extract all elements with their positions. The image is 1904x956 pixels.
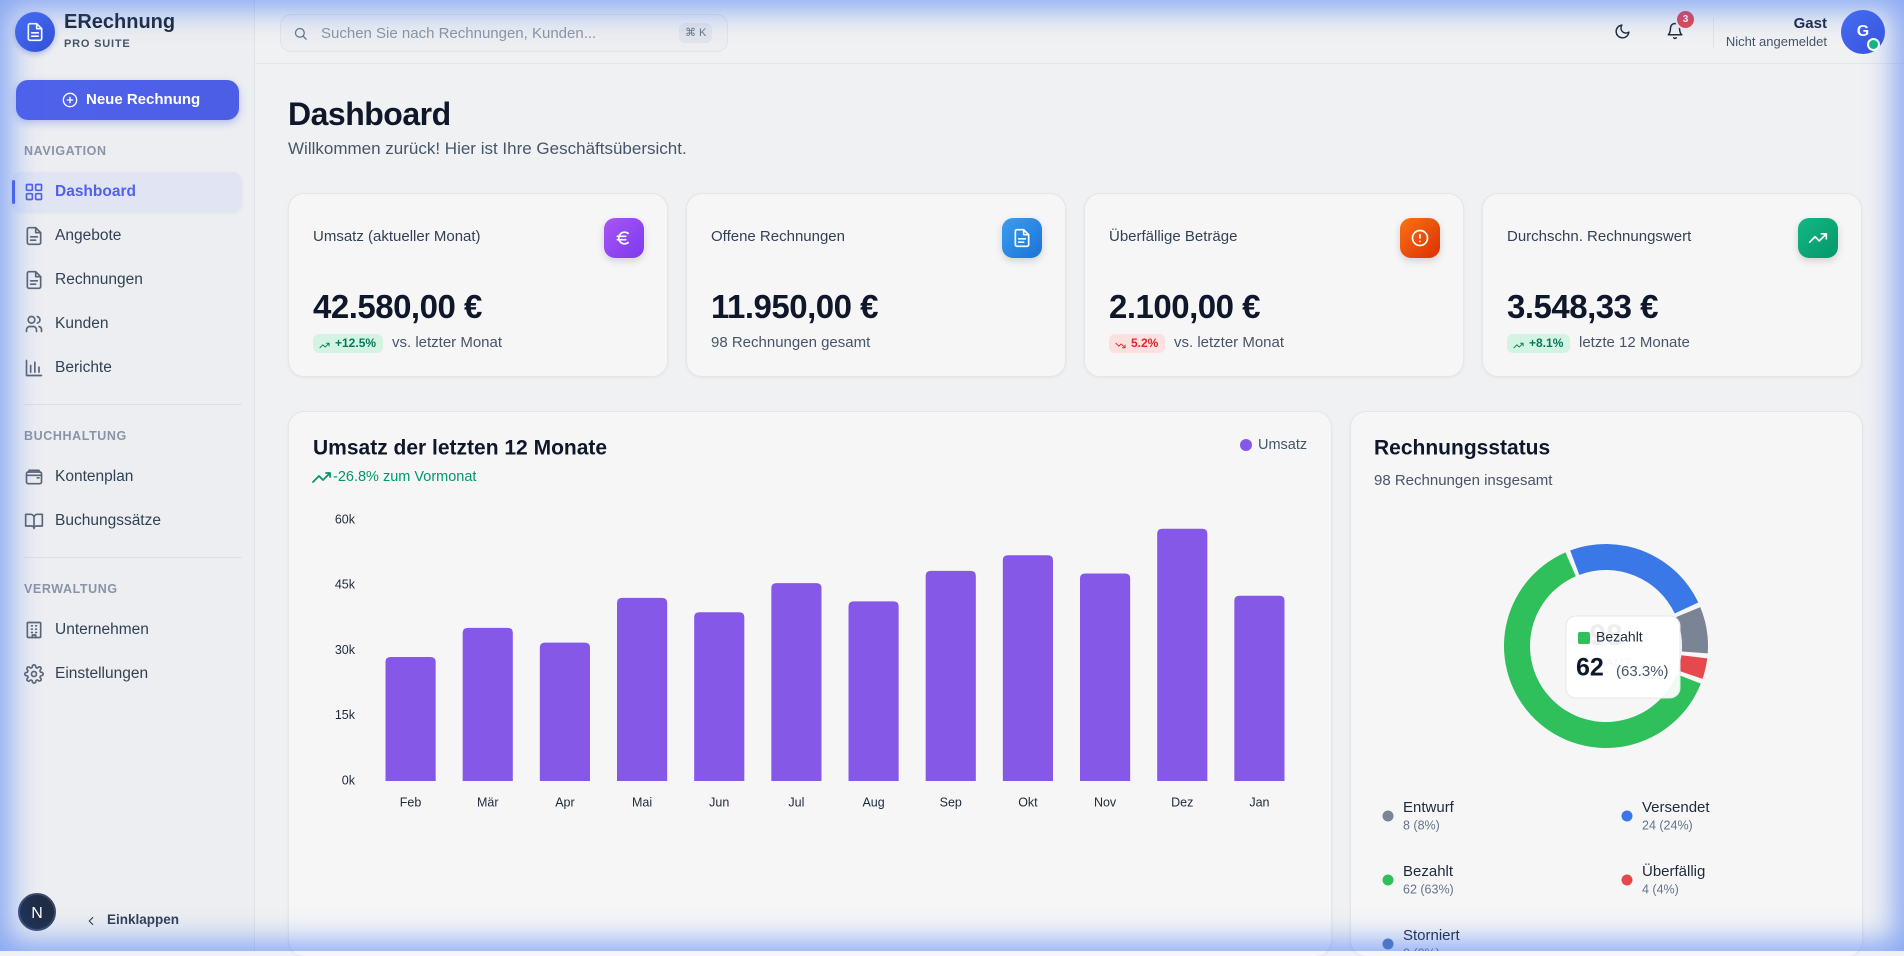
nav-icon <box>24 314 44 334</box>
kpi-note: vs. letzter Monat <box>1174 334 1285 351</box>
kpi-icon <box>604 218 644 258</box>
brand-sub: PRO SUITE <box>64 38 131 50</box>
nav-item[interactable]: Dashboard <box>55 183 136 200</box>
nav-section-title: VERWALTUNG <box>24 582 118 596</box>
page-title: Dashboard <box>288 96 451 132</box>
collapse-button[interactable]: Einklappen <box>107 912 180 927</box>
nav-item[interactable]: Unternehmen <box>55 621 149 638</box>
kpi-title: Umsatz (aktueller Monat) <box>313 228 481 245</box>
kpi-note: letzte 12 Monate <box>1579 334 1690 351</box>
shortcut-badge: ⌘ K <box>679 23 713 43</box>
nav-active-bar <box>12 180 15 204</box>
nav-icon <box>24 182 44 202</box>
kpi-icon-glyph <box>614 228 634 248</box>
nav-icon <box>24 620 44 640</box>
nav-item[interactable]: Berichte <box>55 359 112 376</box>
kpi-card: Offene Rechnungen 11.950,00 € 98 Rechnunge… <box>686 193 1066 377</box>
nav-section-title: BUCHHALTUNG <box>24 429 127 443</box>
pie-chart-card <box>1350 411 1863 956</box>
nav-item[interactable]: Rechnungen <box>55 271 143 288</box>
kpi-icon <box>1798 218 1838 258</box>
new-invoice-button[interactable]: Neue Rechnung <box>16 80 239 120</box>
kpi-card: Durchschn. Rechnungswert 3.548,33 € +8.1% l… <box>1482 193 1862 377</box>
plus-icon <box>62 92 78 108</box>
kpi-note: 98 Rechnungen gesamt <box>711 334 871 351</box>
divider <box>24 404 242 405</box>
user-status: Nicht angemeldet <box>1725 34 1827 49</box>
user-avatar-small: N <box>18 893 56 931</box>
nav-icon <box>24 226 44 246</box>
kpi-note: vs. letzter Monat <box>392 334 503 351</box>
kpi-title: Überfällige Beträge <box>1109 228 1238 245</box>
notification-badge: 3 <box>1677 11 1694 28</box>
trend-icon <box>319 338 330 349</box>
kpi-card: Überfällige Beträge 2.100,00 € 5.2% vs. let… <box>1084 193 1464 377</box>
header-divider <box>1713 18 1714 48</box>
user-name: Gast <box>1793 15 1827 32</box>
brand: ERechnung <box>64 11 176 33</box>
nav-item[interactable]: Einstellungen <box>55 665 149 682</box>
kpi-badge: +12.5% <box>313 334 384 353</box>
kpi-icon-glyph <box>1808 228 1828 248</box>
theme-toggle <box>1614 23 1631 40</box>
kpi-icon-glyph <box>1410 228 1430 248</box>
kpi-value: 2.100,00 € <box>1109 288 1260 325</box>
trend-icon <box>1513 338 1524 349</box>
collapse-icon <box>84 914 98 928</box>
header-border <box>255 63 1904 64</box>
kpi-title: Durchschn. Rechnungswert <box>1507 228 1692 245</box>
nav-item[interactable]: Buchungssätze <box>55 512 161 529</box>
nav-icon <box>24 511 44 531</box>
nav-section-title: NAVIGATION <box>24 144 107 158</box>
kpi-icon-glyph <box>1012 228 1032 248</box>
online-dot <box>1867 38 1880 51</box>
page-subtitle: Willkommen zurück! Hier ist Ihre Geschäf… <box>288 139 687 158</box>
nav-item[interactable]: Kontenplan <box>55 468 134 485</box>
nav-icon <box>24 270 44 290</box>
kpi-value: 3.548,33 € <box>1507 288 1658 325</box>
nav-icon <box>24 358 44 378</box>
trend-icon <box>1115 338 1126 349</box>
kpi-badge: 5.2% <box>1109 334 1166 353</box>
search-icon <box>293 26 308 41</box>
nav-icon <box>24 467 44 487</box>
divider <box>24 557 242 558</box>
new-invoice-label: Neue Rechnung <box>86 91 201 108</box>
search-box[interactable]: Suchen Sie nach Rechnungen, Kunden... ⌘ K <box>280 14 728 52</box>
bar-chart-card <box>288 411 1332 956</box>
logo-icon <box>25 22 45 42</box>
kpi-badge: +8.1% <box>1507 334 1571 353</box>
sidebar: ERechnung PRO SUITE Neue Rechnung NAVIGATIO… <box>0 0 255 951</box>
nav-icon <box>24 664 44 684</box>
kpi-value: 11.950,00 € <box>711 288 879 325</box>
user-avatar[interactable]: G <box>1841 10 1885 54</box>
nav-item[interactable]: Kunden <box>55 315 109 332</box>
kpi-icon <box>1400 218 1440 258</box>
kpi-value: 42.580,00 € <box>313 288 482 325</box>
kpi-card: Umsatz (aktueller Monat) 42.580,00 € +12.5… <box>288 193 668 377</box>
notifications-button <box>1666 22 1684 40</box>
search-placeholder: Suchen Sie nach Rechnungen, Kunden... <box>321 25 597 42</box>
nav-active-bg <box>12 172 242 212</box>
kpi-title: Offene Rechnungen <box>711 228 845 245</box>
kpi-icon <box>1002 218 1042 258</box>
nav-item[interactable]: Angebote <box>55 227 122 244</box>
